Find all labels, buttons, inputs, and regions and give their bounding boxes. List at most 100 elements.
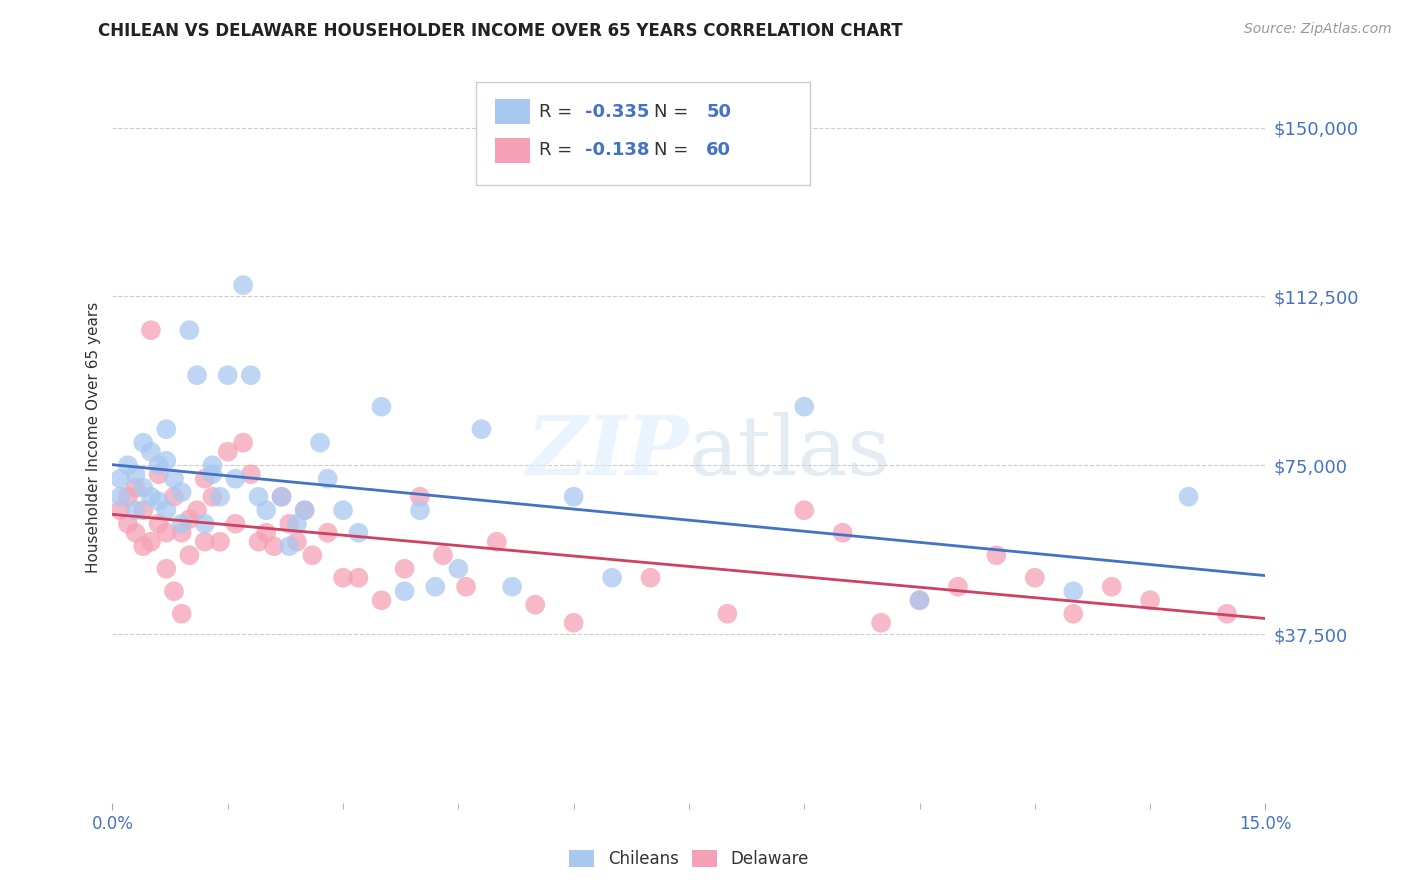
Point [332,503,354,517]
Text: CHILEAN VS DELAWARE HOUSEHOLDER INCOME OVER 65 YEARS CORRELATION CHART: CHILEAN VS DELAWARE HOUSEHOLDER INCOME O… [98,22,903,40]
Point [247,534,270,549]
Point [163,584,186,599]
Text: R =: R = [538,103,578,120]
Point [447,562,470,576]
Point [831,525,853,540]
Text: 60: 60 [706,141,731,160]
Point [201,490,224,504]
Point [454,580,477,594]
Point [394,584,416,599]
Point [332,571,354,585]
Point [501,580,523,594]
Point [224,516,246,531]
Point [108,490,131,504]
Point [148,467,170,482]
Text: 50: 50 [706,103,731,120]
Point [139,490,162,504]
Point [217,444,239,458]
Point [432,548,454,562]
Point [209,534,232,549]
Point [232,278,254,293]
Point [201,467,224,482]
Point [124,467,146,482]
Point [562,615,585,630]
Point [394,562,416,576]
Point [285,534,308,549]
Point [1062,584,1084,599]
Text: atlas: atlas [689,412,891,491]
Point [148,516,170,531]
Point [163,490,186,504]
Point [640,571,662,585]
Point [946,580,969,594]
Point [409,503,432,517]
Point [194,472,217,486]
Point [524,598,547,612]
Point [108,472,131,486]
Point [124,503,146,517]
Point [870,615,893,630]
Point [239,368,262,383]
Point [117,458,139,473]
Point [600,571,623,585]
Point [117,516,139,531]
Point [194,516,217,531]
Point [108,503,131,517]
Point [139,323,162,337]
Point [986,548,1008,562]
Text: ZIP: ZIP [526,412,689,491]
Point [1024,571,1046,585]
Point [170,607,193,621]
Point [285,516,308,531]
Point [148,458,170,473]
Point [562,490,585,504]
Point [716,607,738,621]
Point [409,490,432,504]
Point [309,435,332,450]
FancyBboxPatch shape [475,82,810,185]
Point [270,490,292,504]
Point [232,435,254,450]
Point [163,472,186,486]
Point [132,539,155,553]
Point [316,525,339,540]
Point [155,562,177,576]
Point [239,467,262,482]
Point [148,494,170,508]
Point [908,593,931,607]
Point [347,525,370,540]
Point [1139,593,1161,607]
Point [278,539,301,553]
Point [170,525,193,540]
Point [294,503,316,517]
Point [247,490,270,504]
Point [194,534,217,549]
Point [217,368,239,383]
Point [179,323,201,337]
Point [132,481,155,495]
Point [186,368,208,383]
Point [124,525,146,540]
Point [124,481,146,495]
Point [170,485,193,500]
Point [179,548,201,562]
Point [301,548,323,562]
Y-axis label: Householder Income Over 65 years: Householder Income Over 65 years [86,301,101,573]
Point [1062,607,1084,621]
Point [170,516,193,531]
Point [132,435,155,450]
Point [209,490,232,504]
Text: -0.138: -0.138 [585,141,650,160]
Point [470,422,492,436]
Point [294,503,316,517]
Point [155,503,177,517]
Text: Source: ZipAtlas.com: Source: ZipAtlas.com [1244,22,1392,37]
Point [347,571,370,585]
Text: N =: N = [654,103,695,120]
Point [254,525,277,540]
Point [139,534,162,549]
Point [908,593,931,607]
FancyBboxPatch shape [495,99,530,124]
Point [793,400,815,414]
Point [316,472,339,486]
